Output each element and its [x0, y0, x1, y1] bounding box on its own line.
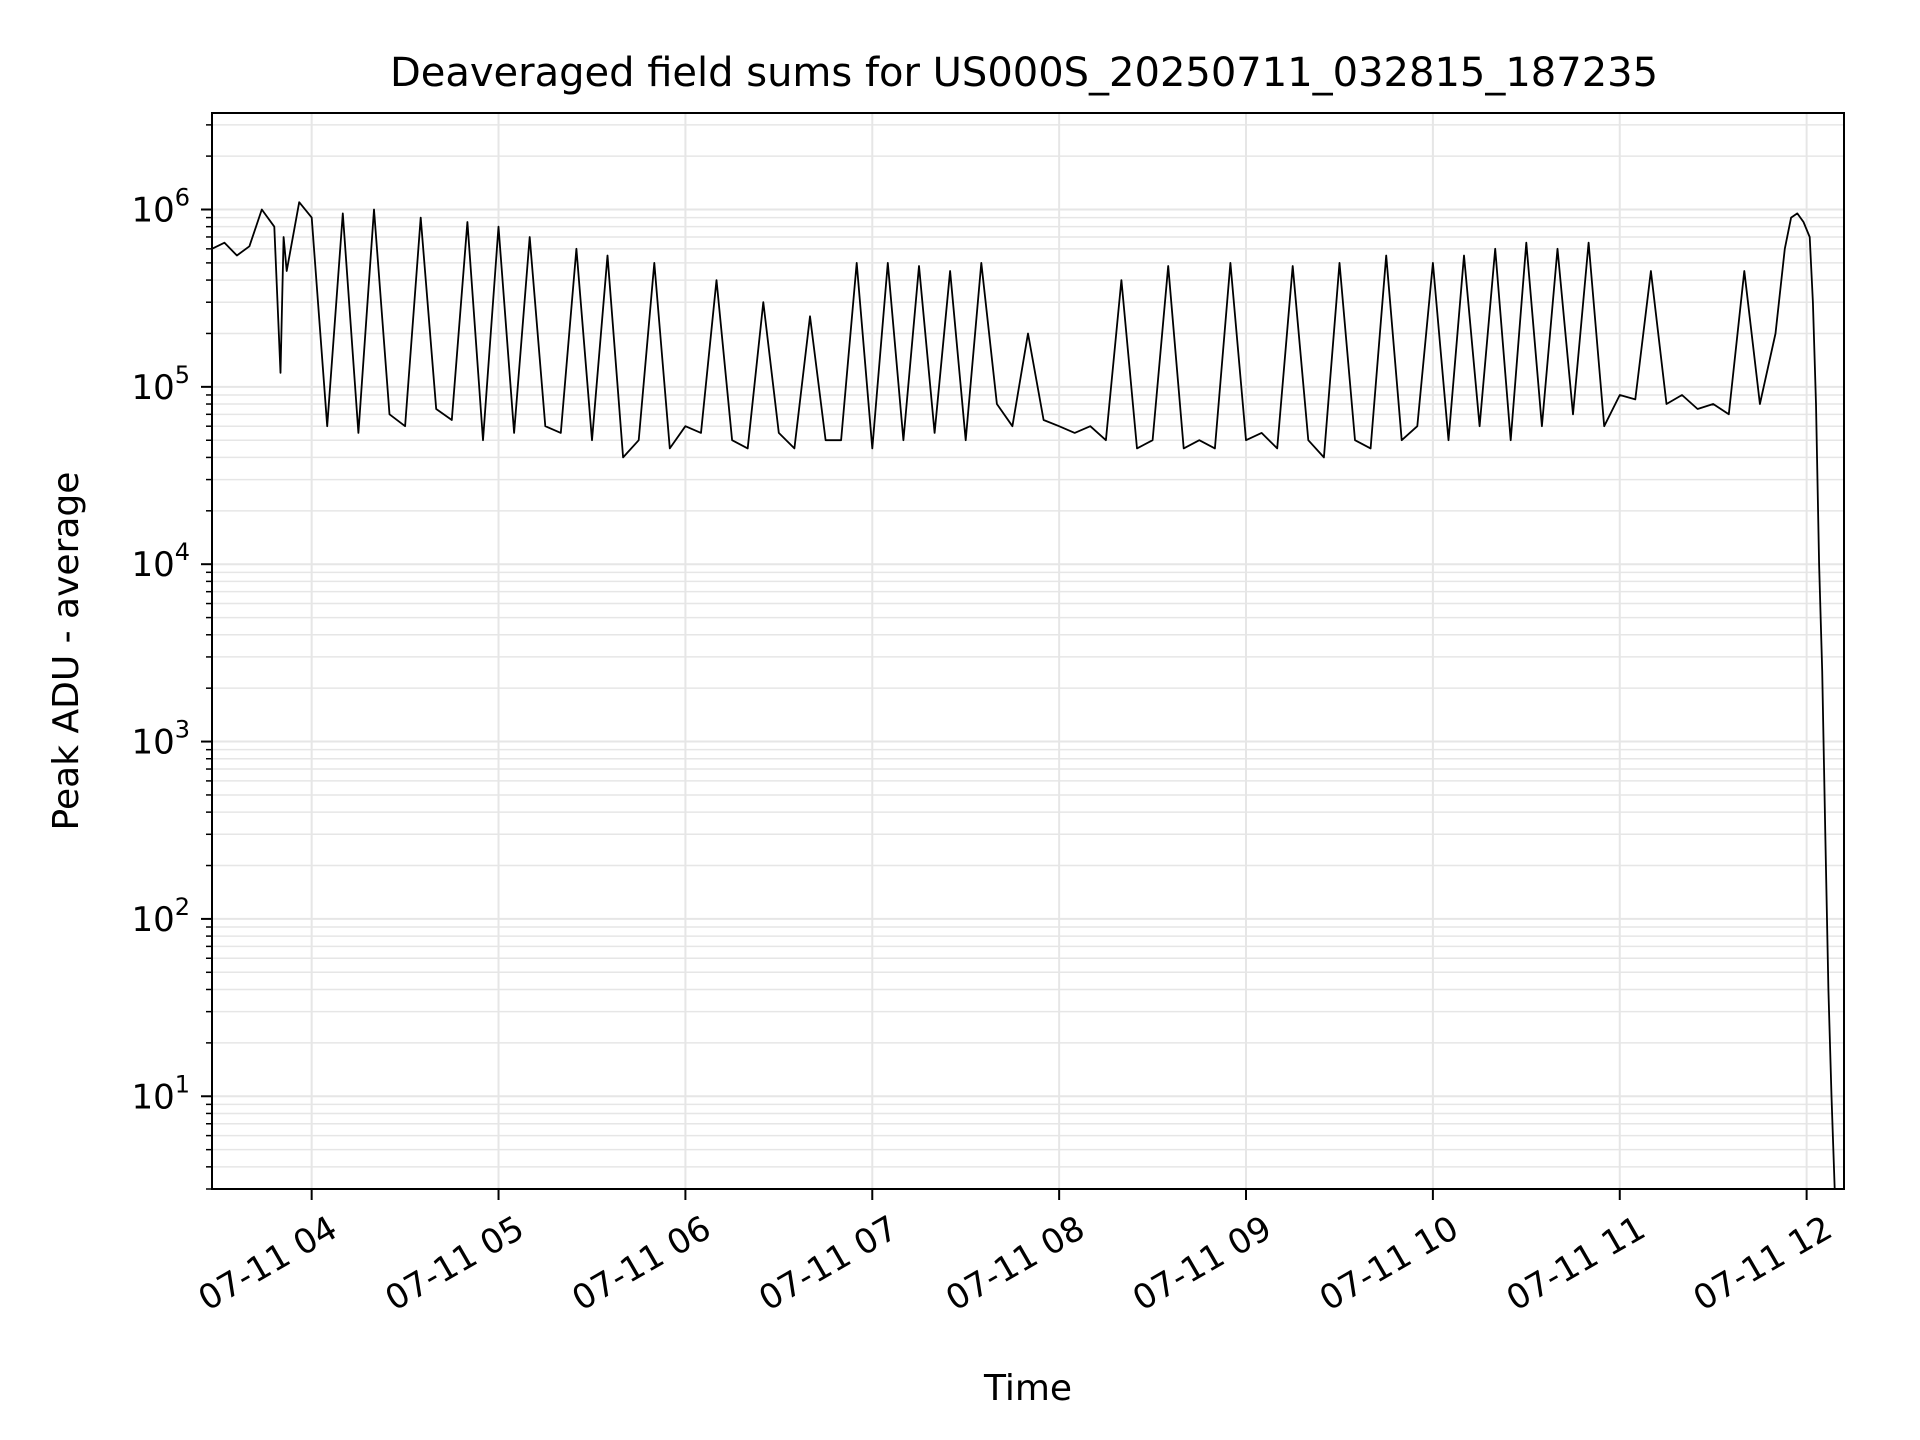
y-tick-label-exponent: 5 [175, 361, 190, 389]
y-tick-label-exponent: 6 [175, 183, 190, 211]
y-axis-label: Peak ADU - average [46, 472, 87, 831]
y-tick-label: 105 [131, 361, 190, 408]
y-tick-label: 103 [131, 716, 190, 763]
y-tick-label: 104 [131, 538, 190, 585]
y-tick-label-base: 10 [131, 900, 174, 940]
y-tick-label-base: 10 [131, 190, 174, 230]
series-line [211, 201, 1836, 1190]
y-tick-label-exponent: 2 [175, 893, 190, 921]
y-tick-label: 101 [131, 1070, 190, 1117]
axes-frame [211, 112, 1845, 1190]
chart-title: Deaveraged field sums for US000S_2025071… [390, 50, 1658, 96]
y-tick-label-exponent: 3 [175, 716, 190, 744]
y-tick-label: 102 [131, 893, 190, 940]
plot-area [211, 201, 1836, 1190]
x-axis-label: Time [983, 1368, 1072, 1409]
y-tick-label-base: 10 [131, 1077, 174, 1117]
y-tick-label-base: 10 [131, 545, 174, 585]
y-tick-label: 106 [131, 183, 190, 230]
y-tick-label-base: 10 [131, 723, 174, 763]
y-tick-label-base: 10 [131, 368, 174, 408]
grid [212, 113, 1844, 1190]
y-tick-label-exponent: 1 [175, 1070, 190, 1098]
y-tick-label-exponent: 4 [175, 538, 190, 566]
